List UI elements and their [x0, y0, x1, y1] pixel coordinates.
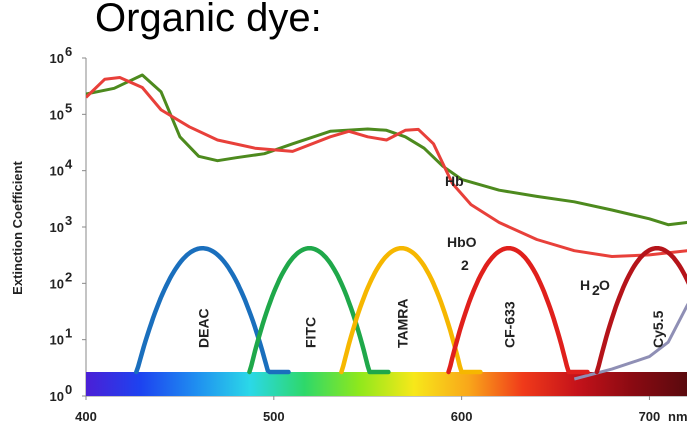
h2o-label: H — [580, 277, 590, 293]
hbo2-label: HbO — [447, 234, 477, 250]
chart-title: Organic dye: — [95, 0, 322, 40]
y-tick-exponent: 0 — [65, 382, 72, 397]
h2o-suffix: O — [599, 277, 610, 293]
x-tick-label: 600 — [451, 409, 473, 424]
x-tick-label: 400 — [75, 409, 97, 424]
spectrum-gradient — [86, 372, 687, 396]
dye-curve-cf-633 — [446, 245, 590, 375]
dye-label: Cy5.5 — [650, 310, 666, 348]
dye-curve-cy5.5 — [594, 245, 687, 375]
x-tick-label: 700 — [639, 409, 661, 424]
y-tick-label: 10 — [50, 276, 64, 291]
y-tick-exponent: 4 — [65, 157, 73, 172]
y-tick-exponent: 5 — [65, 100, 72, 115]
x-ticks: 400 500 600 700 — [75, 396, 660, 424]
x-axis-unit-label: nm — [668, 409, 687, 424]
dye-label: DEAC — [195, 308, 211, 348]
y-tick-label: 10 — [50, 333, 64, 348]
h2o-subscript: 2 — [592, 282, 600, 298]
dye-curve-tamra — [339, 245, 483, 375]
dye-curves — [134, 245, 687, 375]
x-tick-label: 500 — [263, 409, 285, 424]
y-tick-label: 10 — [50, 107, 64, 122]
dye-label: CF-633 — [502, 301, 518, 348]
y-tick-exponent: 1 — [65, 326, 72, 341]
y-tick-label: 10 — [50, 164, 64, 179]
y-tick-label: 10 — [50, 51, 64, 66]
y-tick-exponent: 3 — [65, 213, 72, 228]
y-tick-label: 10 — [50, 220, 64, 235]
spectrum-bar — [86, 372, 687, 396]
absorber-line-1 — [86, 76, 687, 258]
y-tick-label: 10 — [50, 389, 64, 404]
dye-curve-deac — [134, 245, 291, 375]
absorber-line-0 — [86, 73, 687, 227]
dye-label: FITC — [303, 317, 319, 348]
hb-label: Hb — [445, 173, 464, 189]
y-tick-exponent: 6 — [65, 44, 72, 59]
hbo2-subscript: 2 — [461, 257, 469, 273]
dye-curve-fitc — [247, 245, 391, 375]
y-tick-exponent: 2 — [65, 269, 72, 284]
dye-label: TAMRA — [395, 298, 411, 348]
y-axis-label: Extinction Coefficient — [10, 161, 25, 295]
absorber-line-2 — [573, 302, 687, 381]
absorber-curves — [86, 73, 687, 381]
